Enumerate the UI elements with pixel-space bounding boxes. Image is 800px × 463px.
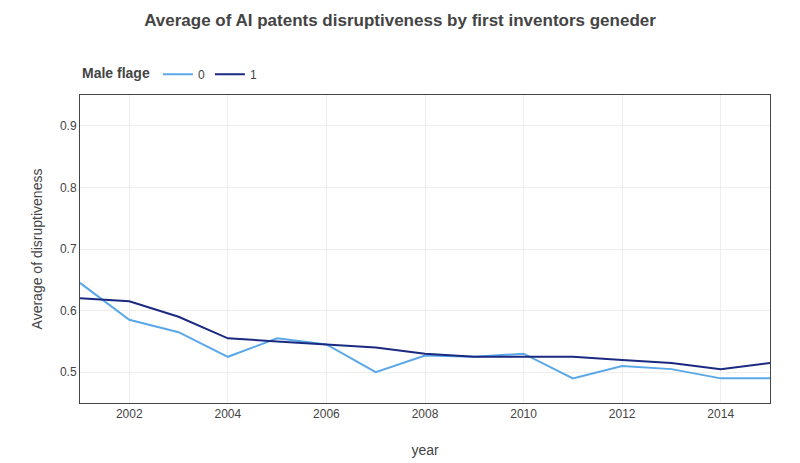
svg-text:0: 0 (198, 68, 205, 82)
svg-text:2004: 2004 (215, 407, 242, 421)
svg-text:Average of disruptiveness: Average of disruptiveness (29, 169, 45, 330)
svg-text:0.8: 0.8 (60, 181, 77, 195)
svg-text:2012: 2012 (609, 407, 636, 421)
svg-text:0.6: 0.6 (60, 304, 77, 318)
svg-text:2008: 2008 (412, 407, 439, 421)
svg-text:Average of AI patents disrupti: Average of AI patents disruptiveness by … (144, 11, 656, 30)
svg-text:1: 1 (250, 68, 257, 82)
svg-text:2014: 2014 (707, 407, 734, 421)
svg-text:Male flage: Male flage (82, 65, 150, 81)
svg-text:year: year (411, 442, 439, 458)
svg-text:0.5: 0.5 (60, 365, 77, 379)
svg-text:0.9: 0.9 (60, 119, 77, 133)
svg-text:0.7: 0.7 (60, 242, 77, 256)
svg-text:2006: 2006 (313, 407, 340, 421)
svg-text:2002: 2002 (116, 407, 143, 421)
svg-text:2010: 2010 (510, 407, 537, 421)
